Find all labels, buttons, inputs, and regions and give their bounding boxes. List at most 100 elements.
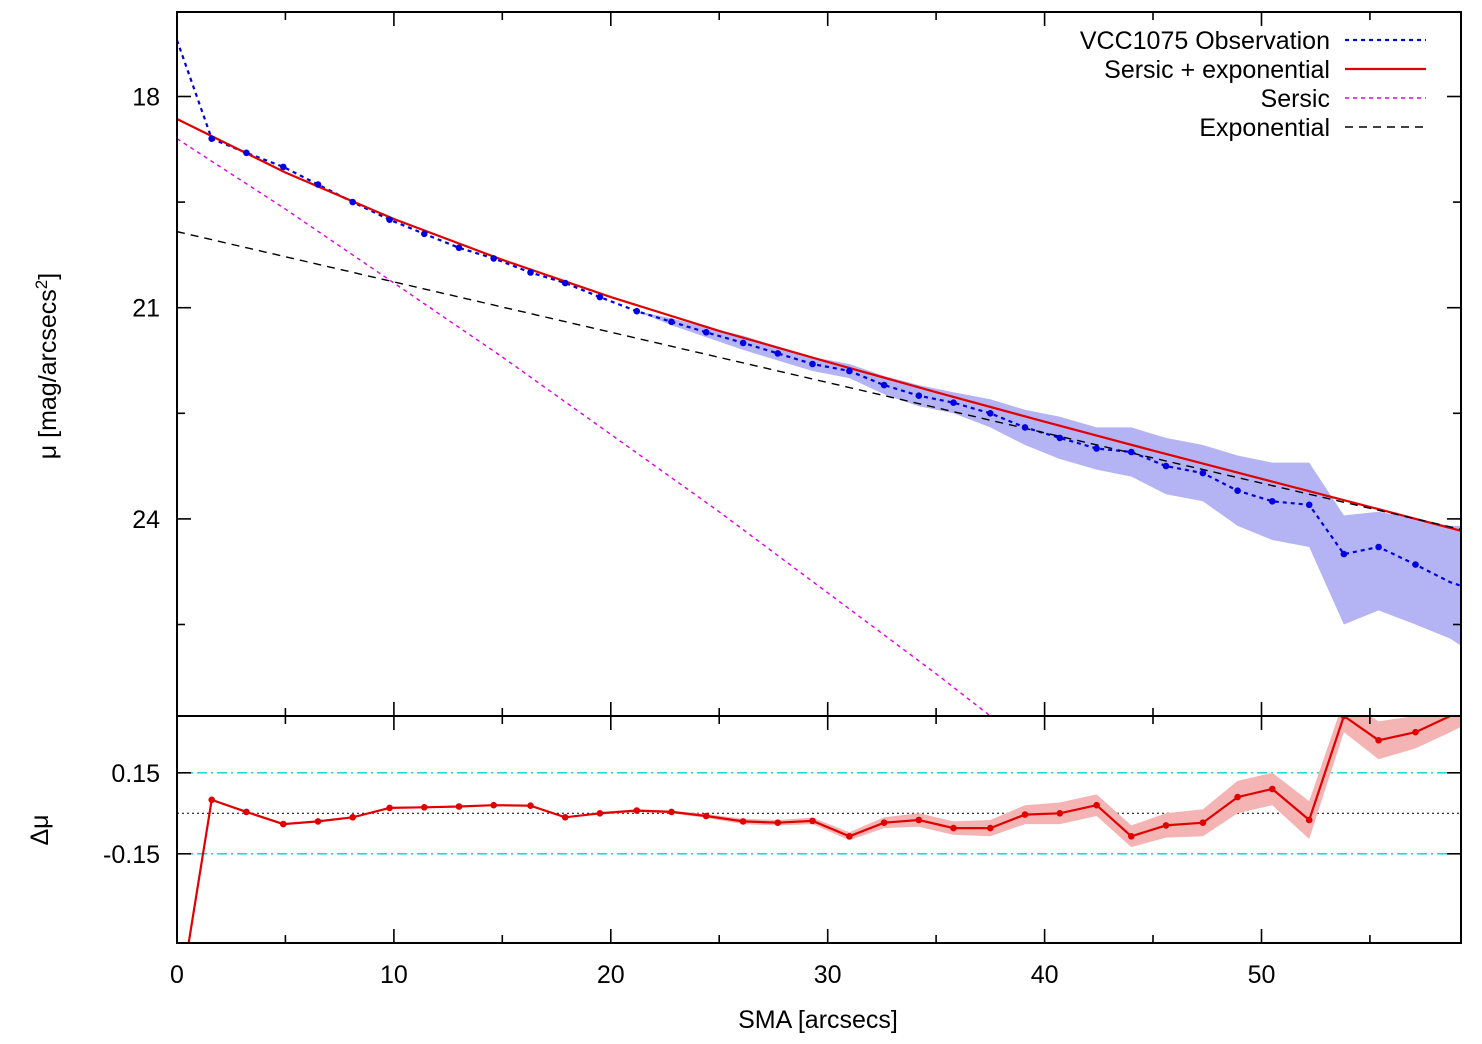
residual-point-6 — [386, 804, 393, 812]
axis-ticks — [176, 12, 1461, 943]
residual-point-21 — [915, 816, 923, 824]
vcc1075-observation-point-10 — [527, 269, 534, 276]
vcc1075-observation-point-12 — [596, 293, 604, 301]
residual-point-22 — [950, 824, 957, 832]
x-axis-title: SMA [arcsecs] — [738, 1006, 898, 1034]
vcc1075-observation-point-35 — [1412, 561, 1419, 568]
residual-point-4 — [314, 818, 322, 825]
vcc1075-observation-point-9 — [490, 255, 498, 262]
axis-tick-labels: 0 10 20 30 40 50 18 21 24 0.15 -0.15 — [103, 84, 1275, 990]
vcc1075-observation-point-28 — [1162, 462, 1170, 470]
vcc1075-observation-point-27 — [1128, 448, 1135, 456]
residual-error-bands — [188, 716, 1461, 943]
residual-point-16 — [739, 818, 747, 825]
residual-point-7 — [421, 804, 428, 811]
residual-point-15 — [702, 812, 710, 820]
x-tick-label-40: 40 — [1031, 961, 1059, 989]
profile-y-axis-title: μ [mag/arcsecs2] — [32, 273, 63, 459]
sersic-exponential-line — [177, 118, 1461, 532]
sersic-line — [177, 138, 992, 716]
x-tick-label-30: 30 — [814, 961, 842, 989]
vcc1075-observation-point-2 — [243, 149, 250, 157]
x-tick-label-50: 50 — [1248, 961, 1276, 989]
vcc1075-observation-point-26 — [1093, 445, 1100, 452]
residual-point-1 — [208, 796, 215, 804]
vcc1075-observation-point-25 — [1056, 434, 1064, 442]
residual-point-18 — [809, 817, 816, 825]
vcc1075-observation-point-33 — [1340, 550, 1348, 558]
vcc1075-observation-point-20 — [880, 381, 888, 389]
residual-point-13 — [633, 807, 641, 814]
vcc1075-observation-point-22 — [950, 399, 957, 407]
y-tick-label-24: 24 — [132, 506, 160, 534]
residual-point-20 — [880, 819, 888, 826]
vcc1075-observation-point-11 — [561, 279, 569, 287]
y-tick-label-18: 18 — [132, 84, 160, 112]
legend-label-vcc1075-observation: VCC1075 Observation — [1080, 27, 1330, 55]
residual-points — [208, 716, 1419, 840]
vcc1075-observation-point-18 — [809, 360, 816, 368]
vcc1075-observation-point-24 — [1021, 424, 1029, 431]
vcc1075-observation-point-6 — [386, 216, 393, 223]
residual-point-12 — [596, 810, 604, 817]
vcc1075-observation-point-3 — [280, 163, 287, 171]
x-tick-label-20: 20 — [597, 961, 625, 989]
residual-point-28 — [1162, 822, 1170, 829]
vcc1075-observation-point-32 — [1305, 501, 1313, 509]
vcc1075-observation-point-14 — [668, 318, 675, 326]
residual-point-29 — [1199, 819, 1207, 826]
profile-error-bands — [177, 40, 1461, 646]
vcc1075-observation-error-band — [177, 40, 1461, 646]
vcc1075-observation-point-7 — [421, 230, 428, 238]
residual-point-31 — [1269, 785, 1276, 793]
residual-lines — [187, 716, 1453, 943]
residual-reference-lines — [177, 772, 1461, 855]
vcc1075-observation-point-17 — [774, 350, 782, 357]
profile-lines — [177, 39, 1461, 716]
vcc1075-observation-point-19 — [846, 367, 853, 375]
legend-label-exponential: Exponential — [1199, 114, 1330, 142]
vcc1075-observation-point-34 — [1375, 543, 1382, 551]
residual-point-32 — [1305, 816, 1313, 824]
residual-point-25 — [1056, 810, 1064, 817]
residual-point-19 — [846, 833, 853, 840]
residual-y-tick-label-1: -0.15 — [103, 841, 160, 869]
residual-y-axis-title: Δμ — [26, 814, 54, 845]
residual-point-26 — [1093, 801, 1100, 809]
residual-line — [187, 716, 1453, 943]
residual-point-23 — [987, 824, 994, 832]
residual-point-11 — [561, 814, 569, 821]
x-tick-label-10: 10 — [380, 961, 408, 989]
legend-label-sersic: Sersic — [1261, 85, 1330, 113]
vcc1075-observation-point-8 — [455, 244, 463, 252]
residual-point-8 — [455, 803, 463, 810]
residual-point-17 — [774, 819, 782, 826]
x-tick-label-0: 0 — [170, 961, 184, 989]
vcc1075-observation-point-31 — [1269, 498, 1276, 505]
vcc1075-observation-point-15 — [702, 329, 710, 336]
y-axis-title-main: μ [mag/arcsecs — [34, 289, 62, 459]
y-axis-title-superscript: 2 — [32, 280, 51, 289]
vcc1075-observation-point-13 — [633, 307, 641, 315]
legend-label-sersic-exponential: Sersic + exponential — [1104, 56, 1330, 84]
residual-point-2 — [243, 808, 250, 816]
residual-point-30 — [1234, 793, 1241, 801]
residual-point-9 — [490, 801, 498, 809]
vcc1075-observation-line — [177, 39, 1461, 587]
residual-point-5 — [349, 814, 357, 821]
residual-point-14 — [668, 808, 675, 816]
vcc1075-observation-point-1 — [208, 135, 215, 142]
residual-point-27 — [1128, 833, 1135, 840]
vcc1075-observation-point-29 — [1199, 469, 1207, 477]
residual-point-24 — [1021, 811, 1029, 818]
residual-point-10 — [527, 802, 534, 809]
residual-point-3 — [280, 820, 287, 828]
profile-points — [208, 135, 1419, 568]
residual-point-35 — [1412, 728, 1419, 736]
residual-y-tick-label-0: 0.15 — [111, 760, 160, 788]
vcc1075-observation-point-4 — [314, 181, 322, 188]
vcc1075-observation-point-30 — [1234, 487, 1241, 495]
residual-point-34 — [1375, 737, 1382, 744]
